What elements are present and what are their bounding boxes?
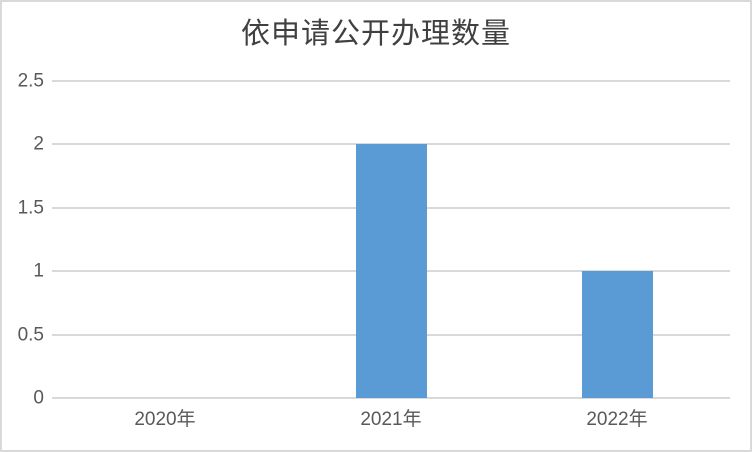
- y-tick-label: 0: [33, 387, 44, 409]
- chart-title: 依申请公开办理数量: [240, 16, 511, 50]
- y-tick-label: 2.5: [17, 70, 44, 92]
- plot-area: [52, 80, 730, 399]
- y-tick-label: 1.5: [17, 197, 44, 219]
- bar-2021年: [355, 144, 427, 398]
- x-tick-label: 2020年: [134, 409, 196, 430]
- y-tick-label: 0.5: [17, 324, 44, 346]
- y-tick-label: 1: [33, 260, 44, 282]
- x-tick-label: 2021年: [360, 409, 422, 430]
- gridline-2.5: [52, 80, 730, 82]
- y-tick-label: 2: [33, 133, 44, 155]
- bar-2022年: [581, 271, 653, 398]
- x-axis: 2020年 2021年 2022年: [52, 406, 730, 438]
- x-tick-label: 2022年: [586, 409, 648, 430]
- y-axis: 0 0.5 1 1.5 2 2.5: [2, 72, 46, 408]
- gridline-0: [52, 397, 730, 399]
